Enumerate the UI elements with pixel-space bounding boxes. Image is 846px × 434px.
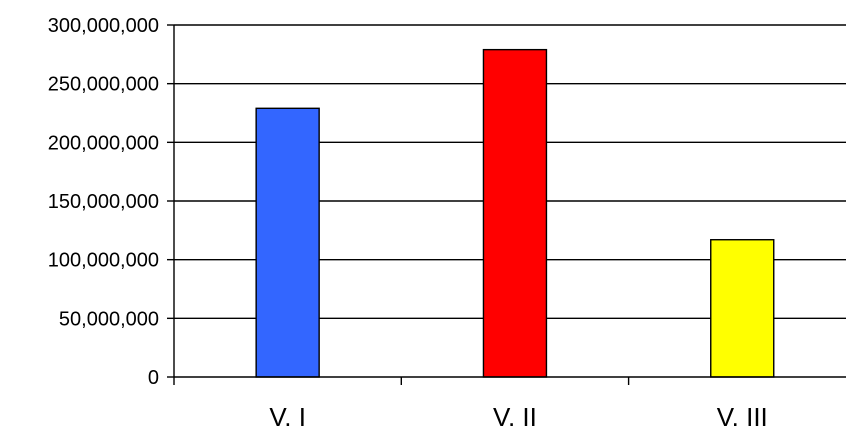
y-tick-label: 250,000,000 bbox=[48, 74, 159, 96]
y-tick-label: 300,000,000 bbox=[48, 15, 159, 37]
y-tick-label: 200,000,000 bbox=[48, 132, 159, 154]
y-tick-label: 0 bbox=[148, 367, 159, 389]
x-category-label: V. III bbox=[717, 402, 768, 432]
axes bbox=[167, 24, 846, 385]
x-category-label: V. II bbox=[493, 402, 537, 432]
y-tick-label: 50,000,000 bbox=[59, 308, 159, 330]
bar-1 bbox=[255, 107, 320, 378]
bars bbox=[255, 48, 775, 378]
x-axis-category-labels: V. I V. II V. III bbox=[269, 402, 767, 432]
y-tick-label: 100,000,000 bbox=[48, 250, 159, 272]
y-axis-tick-labels: 0 50,000,000 100,000,000 150,000,000 200,000… bbox=[48, 15, 159, 389]
bar-3 bbox=[710, 239, 775, 378]
bar-2 bbox=[482, 48, 548, 378]
y-tick-label: 150,000,000 bbox=[48, 191, 159, 213]
x-category-label: V. I bbox=[269, 402, 306, 432]
